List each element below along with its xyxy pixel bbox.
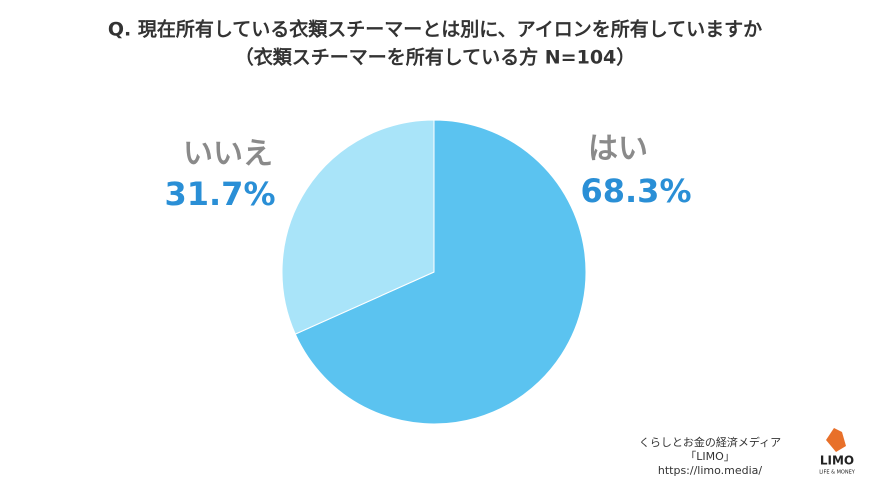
category-label: はい: [588, 132, 648, 167]
brand-name: 「LIMO」: [685, 450, 735, 463]
brand-tagline: くらしとお金の経済メディア: [639, 435, 781, 449]
chart-subtitle: （衣類スチーマーを所有している方 N=104）: [235, 46, 636, 69]
brand-logo: LIMO: [820, 454, 854, 468]
brand-logo-sub: LIFE & MONEY: [819, 470, 856, 476]
brand-icon: [826, 428, 846, 452]
category-label: いいえ: [183, 137, 273, 172]
value-label: 68.3%: [580, 172, 691, 210]
pie-slice: [294, 119, 587, 425]
value-label: 31.7%: [164, 175, 275, 213]
chart-title: Q. 現在所有している衣類スチーマーとは別に、アイロンを所有していますか: [108, 18, 762, 41]
brand-url: https://limo.media/: [658, 464, 763, 477]
pie-slice: [281, 119, 435, 335]
